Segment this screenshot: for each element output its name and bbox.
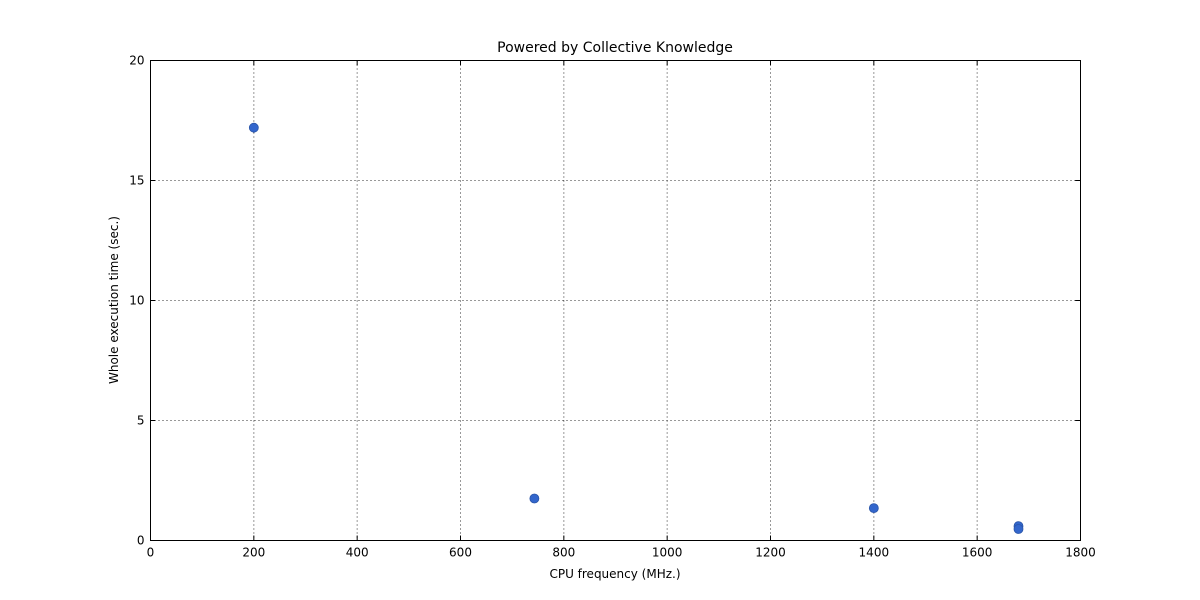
chart-title: Powered by Collective Knowledge — [497, 40, 733, 56]
y-tick-label: 0 — [137, 534, 145, 548]
y-tick-label: 5 — [137, 414, 145, 428]
x-tick-label: 1400 — [859, 546, 890, 560]
x-tick-label: 1200 — [755, 546, 786, 560]
data-point — [868, 503, 879, 514]
y-tick-label: 20 — [129, 54, 144, 68]
y-tick-label: 15 — [129, 174, 144, 188]
data-points — [248, 122, 1024, 534]
x-tick-label: 200 — [242, 546, 265, 560]
x-tick-label: 1000 — [652, 546, 683, 560]
data-point — [1013, 524, 1024, 534]
y-axis-label: Whole execution time (sec.) — [107, 216, 121, 384]
x-tick-label: 600 — [449, 546, 472, 560]
x-tick-label: 1800 — [1065, 546, 1096, 560]
x-tick-label: 1600 — [962, 546, 993, 560]
x-axis-label: CPU frequency (MHz.) — [549, 567, 680, 581]
x-tick-label: 800 — [552, 546, 575, 560]
grid — [150, 60, 1081, 541]
data-point — [248, 122, 259, 133]
y-tick-label: 10 — [129, 294, 144, 308]
x-tick-label: 400 — [346, 546, 369, 560]
data-point — [529, 493, 540, 504]
plot-frame — [150, 60, 1081, 541]
axis-ticks: 0 200 400 600 800 1000 1200 1400 1600 1800 0 5 10 15 2… — [129, 54, 1096, 560]
x-tick-label: 0 — [147, 546, 155, 560]
